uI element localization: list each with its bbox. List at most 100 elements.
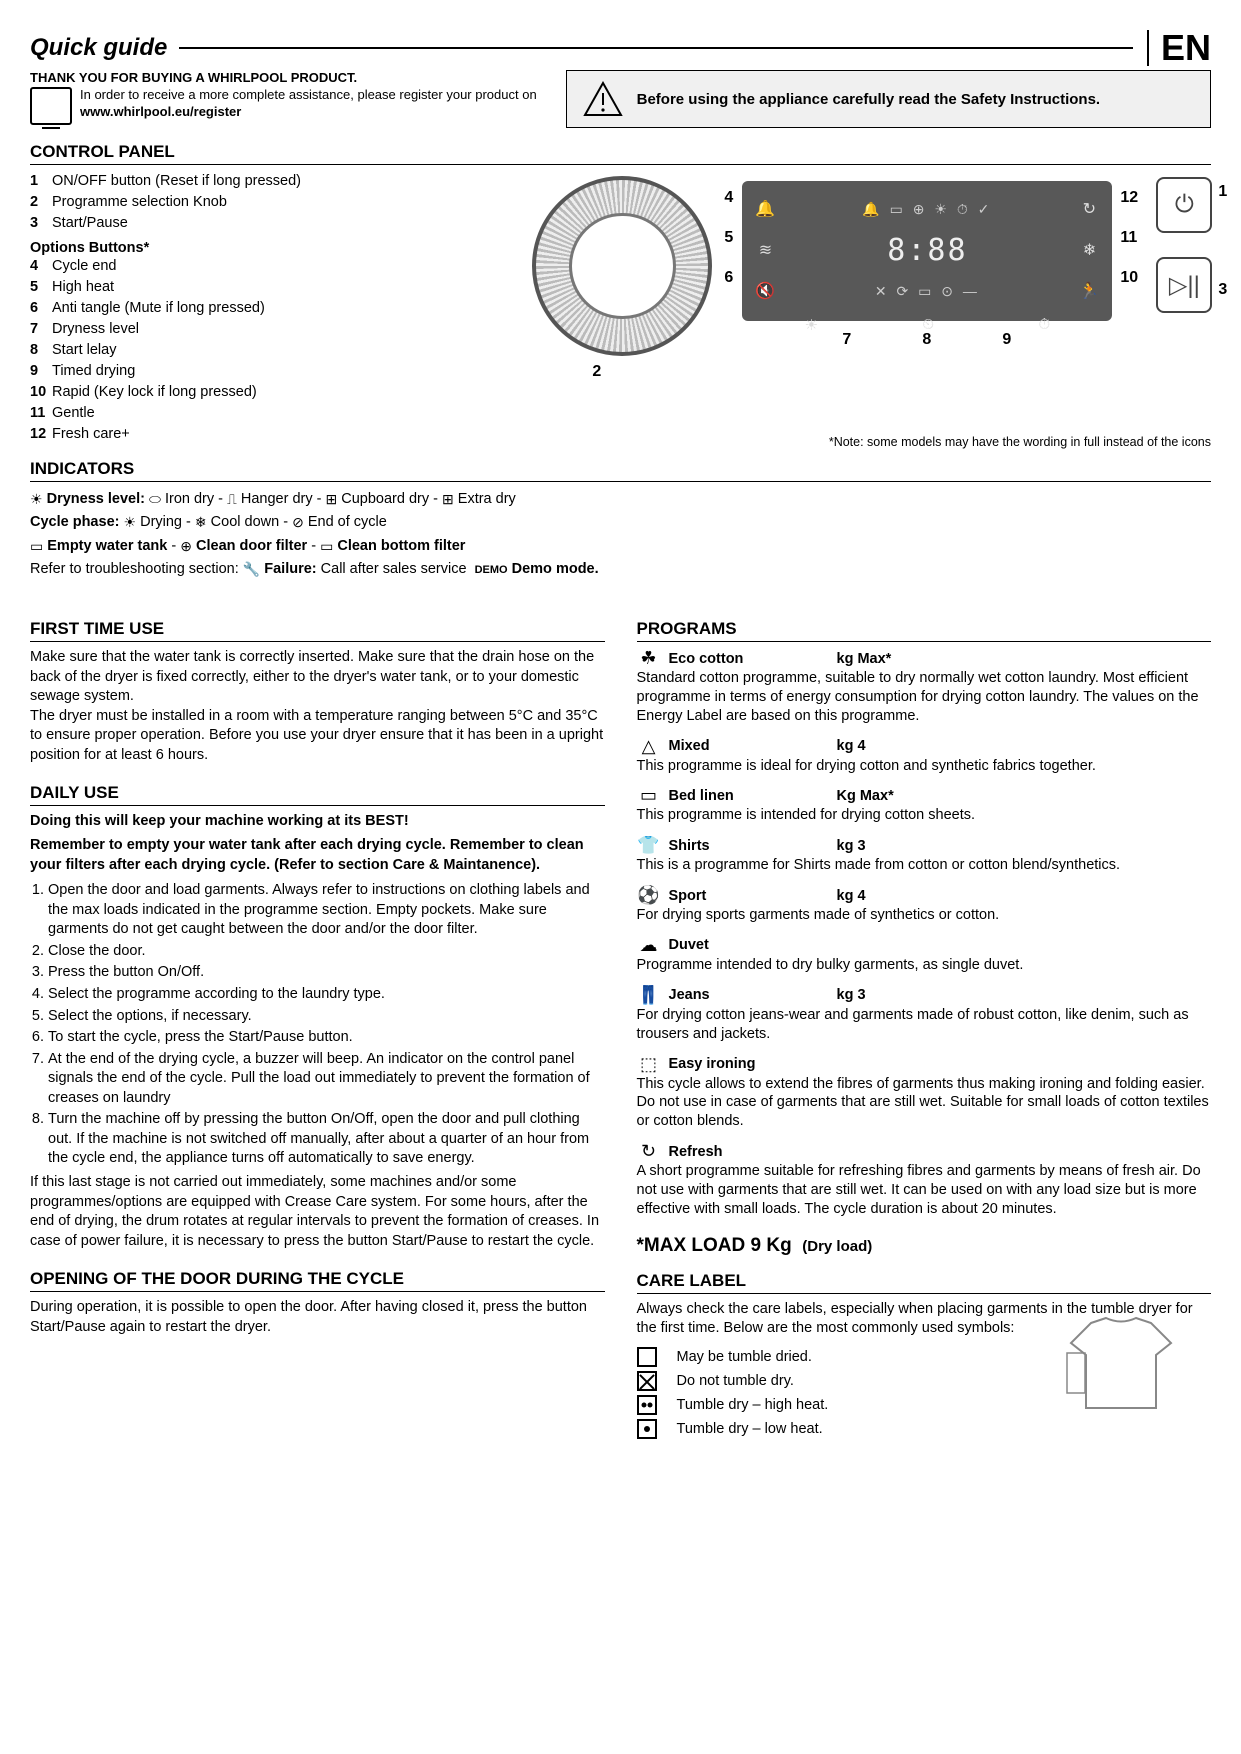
program-desc: This is a programme for Shirts made from… [637,856,1212,875]
program-icon: ⬚ [637,1054,661,1075]
wrench-icon: 🔧 [243,558,260,580]
maintenance-line: ▭ Empty water tank - ⊕ Clean door filter… [30,535,1211,558]
monitor-icon [30,87,72,125]
daily-step: To start the cycle, press the Start/Paus… [48,1028,605,1048]
door-filter-icon: ⊕ [180,535,192,557]
program-item: 👖Jeanskg 3For drying cotton jeans-wear a… [637,985,1212,1044]
program-item: ▭Bed linenKg Max*This programme is inten… [637,785,1212,825]
first-time-p1: Make sure that the water tank is correct… [30,648,605,707]
care-symbol-icon [637,1419,657,1439]
demo-badge: DEMO [475,564,508,576]
program-item: ☁DuvetProgramme intended to dry bulky ga… [637,935,1212,975]
program-icon: ⚽ [637,885,661,906]
door-text: During operation, it is possible to open… [30,1298,605,1337]
program-name: Refresh [669,1144,829,1160]
programme-knob [532,176,712,356]
program-name: Shirts [669,838,829,854]
mute-icon: 🔇 [752,281,778,301]
intro-row: THANK YOU FOR BUYING A WHIRLPOOL PRODUCT… [30,70,1211,128]
program-icon: △ [637,736,661,757]
program-desc: Programme intended to dry bulky garments… [637,956,1212,975]
care-symbol-text: May be tumble dried. [677,1349,812,1365]
diagram-label-7: 7 [842,331,851,349]
program-desc: For drying sports garments made of synth… [637,906,1212,925]
bell-icon: 🔔 [752,199,778,219]
cp-item: 1ON/OFF button (Reset if long pressed) [30,171,502,192]
door-heading: OPENING OF THE DOOR DURING THE CYCLE [30,1269,605,1292]
cp-option-item: 8Start lelay [30,340,502,361]
indicators-heading: INDICATORS [30,459,1211,482]
max-load-sub: (Dry load) [802,1238,872,1255]
heat-icon: ≋ [752,240,778,260]
diagram-label-9: 9 [1002,331,1011,349]
cp-item: 2Programme selection Knob [30,192,502,213]
trouble-prefix: Refer to troubleshooting section: [30,561,239,577]
care-symbol-icon [637,1347,657,1367]
options-buttons-label: Options Buttons* [30,240,502,256]
care-symbol-icon [637,1371,657,1391]
daily-step: Press the button On/Off. [48,963,605,983]
program-icon: ▭ [637,785,661,806]
header-rule [179,47,1133,49]
program-desc: This programme is ideal for drying cotto… [637,757,1212,776]
hanger-dry: Hanger dry [241,491,313,507]
cp-option-item: 7Dryness level [30,319,502,340]
programs-heading: PROGRAMS [637,619,1212,642]
demo-label: Demo mode. [512,561,599,577]
cp-option-item: 4Cycle end [30,256,502,277]
tshirt-icon [1061,1313,1181,1413]
cp-option-item: 10Rapid (Key lock if long pressed) [30,382,502,403]
program-load: kg 3 [837,838,866,854]
diagram-label-8: 8 [922,331,931,349]
program-name: Sport [669,888,829,904]
iron-icon: ⬭ [149,488,161,510]
bottom-filter-icon: ▭ [320,535,333,557]
header: Quick guide EN [30,30,1211,66]
register-text: In order to receive a more complete assi… [80,87,537,121]
sun-icon: ☀ [30,488,43,510]
program-item: ↻ Refresh A short programme suitable for r… [637,1141,1212,1219]
register-prompt: In order to receive a more complete assi… [80,87,537,102]
start-pause-button-icon: ▷|| [1156,257,1212,313]
right-column: PROGRAMS ☘Eco cottonkg Max*Standard cott… [637,601,1212,1443]
diagram-label-6: 6 [724,269,733,287]
program-name: Mixed [669,738,829,754]
program-item: ⬚Easy ironingThis cycle allows to extend… [637,1054,1212,1132]
program-load: Kg Max* [837,788,894,804]
diagram-label-11: 11 [1120,229,1137,247]
program-name: Duvet [669,937,829,953]
drying: Drying [140,514,182,530]
care-symbol-text: Do not tumble dry. [677,1373,794,1389]
diagram-label-2: 2 [592,363,601,381]
cp-option-item: 11Gentle [30,403,502,424]
failure-text: Call after sales service [321,561,467,577]
daily-b2: Remember to empty your water tank after … [30,836,605,875]
cp-item: 3Start/Pause [30,213,502,234]
program-icon: ↻ [637,1141,661,1162]
program-desc: A short programme suitable for refreshin… [637,1162,1212,1219]
control-panel-diagram: 2 🔔 🔔 ▭ ⊕ ☀ ⏱ ✓ ↻ ≋ 8:88 ❄ 🔇 ✕ ⟳ ▭ ⊙ — 🏃… [522,171,1211,445]
safety-text: Before using the appliance carefully rea… [637,91,1100,108]
program-load: kg 4 [837,888,866,904]
snow-icon: ❄ [1076,240,1102,260]
control-panel-list: 1ON/OFF button (Reset if long pressed)2P… [30,171,502,445]
program-name: Eco cotton [669,651,829,667]
daily-step: Turn the machine off by pressing the but… [48,1110,605,1169]
thanks-line: THANK YOU FOR BUYING A WHIRLPOOL PRODUCT… [30,70,550,85]
drying-icon: ☀ [124,511,137,533]
cp-option-item: 5High heat [30,277,502,298]
display-icons-row1: 🔔 ▭ ⊕ ☀ ⏱ ✓ [862,201,992,218]
program-item: ☘Eco cottonkg Max*Standard cotton progra… [637,648,1212,726]
program-desc: Standard cotton programme, suitable to d… [637,669,1212,726]
safety-box: Before using the appliance carefully rea… [566,70,1211,128]
daily-step: Select the options, if necessary. [48,1007,605,1027]
display-icons-row3: ✕ ⟳ ▭ ⊙ — [875,283,980,300]
end-icon: ⊘ [292,511,304,533]
diagram-label-12: 12 [1120,189,1138,207]
daily-use-heading: DAILY USE [30,783,605,806]
troubleshoot-line: Refer to troubleshooting section: 🔧 Fail… [30,558,1211,581]
cycle-phase-line: Cycle phase: ☀ Drying - ❄ Cool down - ⊘ … [30,511,1211,534]
power-button-icon: ⏻ [1156,177,1212,233]
care-symbol-text: Tumble dry – high heat. [677,1397,829,1413]
program-name: Easy ironing [669,1056,829,1072]
